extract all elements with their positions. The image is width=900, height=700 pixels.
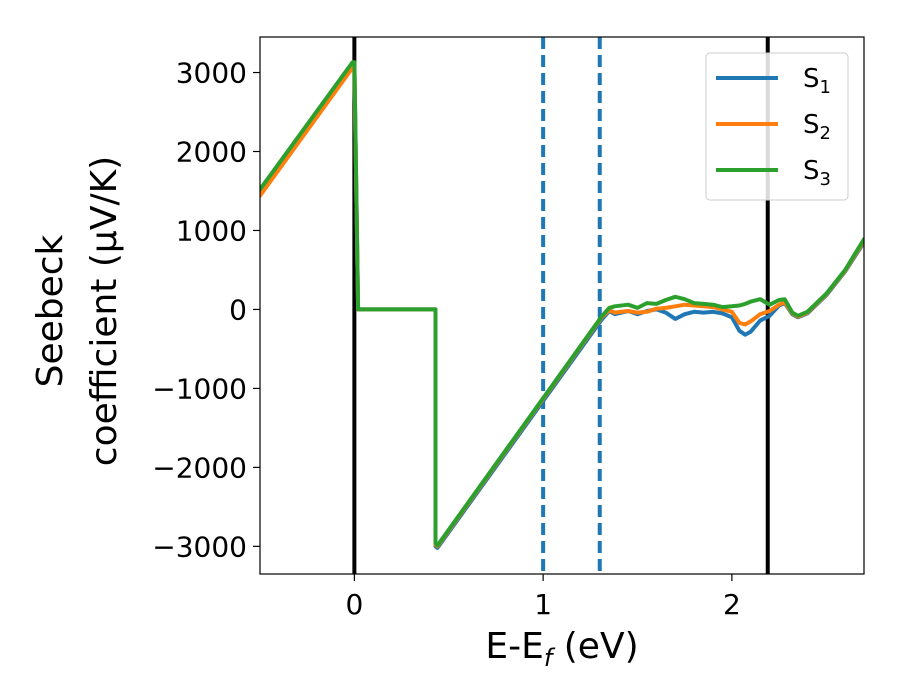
y-tick-label-6: 2000 [176, 136, 247, 169]
y-axis-ticks: −3000 −2000 −1000 0 1000 2000 3000 [152, 57, 260, 563]
series-lines [260, 60, 864, 550]
legend-label-2: S2 [803, 110, 831, 144]
y-axis-label-line2: coefficient (μV/K) [84, 156, 125, 466]
x-axis-ticks: 0 1 2 [345, 574, 741, 621]
x-tick-label-3: 2 [723, 588, 741, 621]
x-axis-label-tail: (eV) [552, 626, 638, 667]
legend-label-3: S3 [803, 156, 831, 190]
legend-box [705, 52, 849, 201]
y-axis-label-line1: Seebeck [30, 234, 71, 387]
plot-frame [259, 36, 865, 575]
x-tick-label-1: 0 [345, 588, 363, 621]
x-tick-label-2: 1 [534, 588, 552, 621]
y-tick-label-4: 0 [229, 293, 247, 326]
series-line-3 [260, 60, 864, 548]
y-tick-label-1: −3000 [152, 530, 247, 563]
y-tick-label-5: 1000 [176, 214, 247, 247]
x-axis-label: E-Ef (eV) [485, 626, 638, 672]
y-tick-label-7: 3000 [176, 57, 247, 90]
y-tick-label-2: −2000 [152, 451, 247, 484]
y-axis-label: Seebeck coefficient (μV/K) [30, 156, 125, 466]
x-axis-label-main: E-E [485, 626, 543, 667]
y-tick-label-3: −1000 [152, 372, 247, 405]
legend-label-1: S1 [803, 64, 831, 98]
legend: S1 S2 S3 [705, 52, 849, 201]
